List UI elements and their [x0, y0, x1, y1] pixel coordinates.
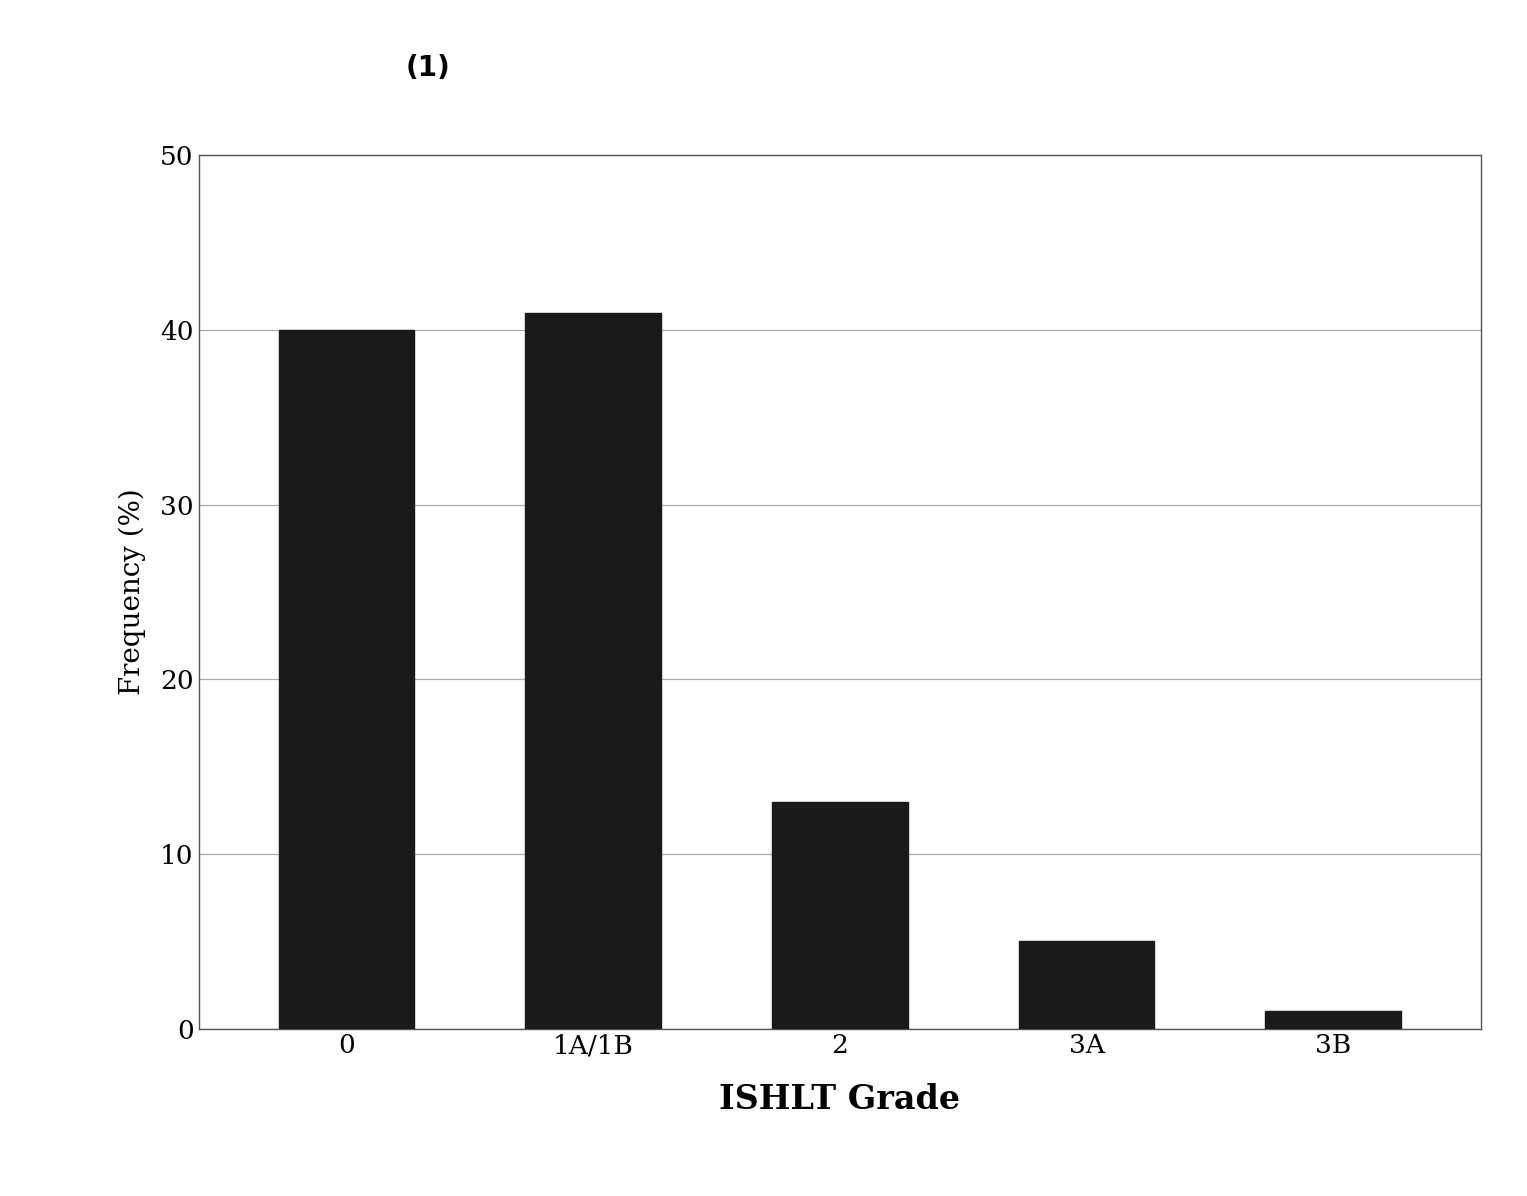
- Bar: [1019, 941, 1154, 1029]
- Bar: [773, 801, 907, 1029]
- Bar: [525, 312, 661, 1029]
- Bar: [279, 330, 414, 1029]
- Bar: [1266, 1011, 1402, 1029]
- Y-axis label: Frequency (%): Frequency (%): [119, 489, 147, 695]
- X-axis label: ISHLT Grade: ISHLT Grade: [719, 1084, 960, 1116]
- Text: (1): (1): [405, 54, 450, 81]
